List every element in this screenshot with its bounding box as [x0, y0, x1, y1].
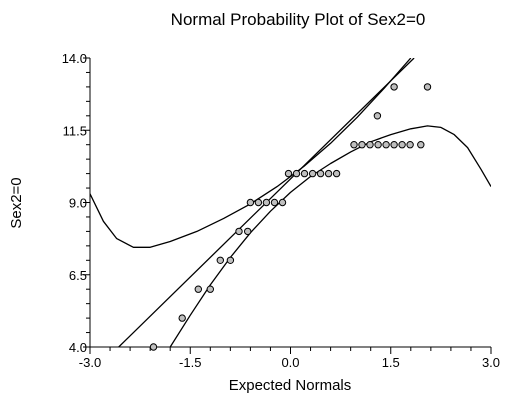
- data-point: [366, 141, 374, 149]
- data-point: [373, 112, 382, 120]
- data-point: [316, 169, 325, 178]
- data-point: [406, 141, 414, 149]
- data-point: [390, 83, 398, 91]
- x-tick-label: -1.5: [179, 355, 201, 370]
- axes: 4.0 6.5 9.0 11.5 14.0 -3.0 -1.5 0.0 1.5 3.0: [62, 51, 500, 370]
- data-point: [350, 141, 358, 149]
- data-point: [423, 83, 432, 91]
- data-points: [149, 83, 432, 351]
- y-tick-label: 4.0: [69, 340, 87, 355]
- data-point: [254, 198, 263, 207]
- x-tick-label: 1.5: [382, 355, 400, 370]
- x-axis-label: Expected Normals: [229, 377, 352, 394]
- data-point: [194, 285, 203, 293]
- data-point: [244, 227, 252, 236]
- data-point: [308, 169, 317, 178]
- data-point: [226, 256, 235, 264]
- data-point: [300, 169, 309, 178]
- data-point: [246, 198, 255, 207]
- chart-title: Normal Probability Plot of Sex2=0: [171, 10, 426, 29]
- data-point: [262, 198, 271, 207]
- data-point: [398, 141, 406, 149]
- x-tick-label: 3.0: [482, 355, 500, 370]
- data-point: [235, 227, 243, 236]
- data-point: [390, 141, 398, 149]
- lower-confidence-band: [169, 125, 491, 347]
- data-point: [292, 169, 301, 178]
- data-point: [216, 256, 225, 264]
- curves: [90, 58, 491, 347]
- data-point: [382, 141, 390, 149]
- upper-confidence-band: [90, 58, 412, 248]
- data-point: [284, 169, 293, 178]
- y-tick-label: 14.0: [62, 51, 87, 66]
- y-tick-label: 9.0: [69, 196, 87, 211]
- data-point: [278, 198, 287, 207]
- x-tick-label: 0.0: [281, 355, 299, 370]
- data-point: [149, 343, 158, 351]
- data-point: [178, 314, 186, 322]
- data-point: [270, 198, 279, 207]
- data-point: [332, 169, 341, 178]
- data-point: [374, 141, 382, 149]
- y-tick-label: 11.5: [63, 123, 87, 138]
- data-point: [358, 141, 366, 149]
- y-axis-label: Sex2=0: [8, 177, 25, 228]
- data-point: [206, 285, 215, 293]
- data-point: [324, 169, 333, 178]
- x-tick-label: -3.0: [79, 355, 101, 370]
- data-point: [417, 141, 425, 149]
- y-tick-label: 6.5: [69, 268, 87, 283]
